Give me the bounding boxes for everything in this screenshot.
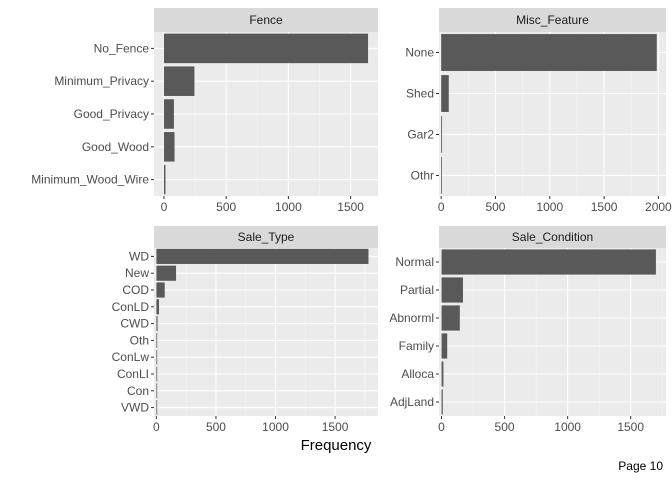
y-tick-label: New [125, 266, 149, 280]
bar-WD [156, 248, 369, 264]
panel-strip [154, 226, 378, 248]
panel-title: Sale_Type [238, 230, 295, 244]
bar-Minimum_Privacy [163, 66, 195, 96]
bar-ConLD [156, 299, 160, 315]
panel-1: Misc_Feature None Shed Gar2 Othr 0 500 1000 1500… [405, 8, 672, 214]
y-tick-label: Shed [406, 87, 434, 101]
x-tick-label: 1500 [617, 420, 644, 434]
x-tick-label: 500 [206, 420, 226, 434]
bar-Good_Privacy [163, 99, 174, 129]
y-tick-label: COD [122, 283, 149, 297]
y-tick-label: Good_Privacy [74, 107, 149, 121]
x-tick-label: 1500 [337, 200, 364, 214]
y-tick-label: Gar2 [407, 128, 434, 142]
bar-Alloca [441, 361, 444, 387]
panel-2: Sale_Type WD New COD ConLD CWD Oth ConLw ConLI Co… [112, 226, 378, 434]
panel-strip [439, 226, 666, 248]
panel-strip [439, 8, 666, 32]
x-tick-label: 0 [153, 420, 160, 434]
x-axis-title: Frequency [300, 437, 372, 454]
panel-title: Misc_Feature [516, 13, 589, 27]
bar-ConLI [156, 366, 158, 382]
y-tick-label: ConLI [117, 367, 149, 381]
y-tick-label: No_Fence [94, 41, 150, 55]
y-tick-label: Alloca [401, 367, 434, 381]
bar-No_Fence [163, 33, 369, 64]
bar-Good_Wood [163, 132, 175, 162]
x-tick-label: 0 [438, 420, 445, 434]
x-tick-label: 500 [216, 200, 236, 214]
bar-COD [156, 282, 165, 298]
page-number: Page 10 [618, 459, 663, 473]
bar-New [156, 265, 177, 281]
y-tick-label: ConLD [112, 300, 150, 314]
y-tick-label: CWD [120, 317, 149, 331]
y-tick-label: Good_Wood [82, 140, 149, 154]
bar-None [441, 34, 657, 71]
bar-Abnorml [441, 305, 460, 331]
panel-0: Fence No_Fence Minimum_Privacy Good_Privacy… [31, 8, 378, 214]
y-tick-label: Normal [395, 255, 434, 269]
y-tick-label: Con [127, 384, 149, 398]
panel-title: Fence [249, 13, 283, 27]
bar-AdjLand [441, 389, 443, 415]
y-tick-label: Partial [400, 283, 434, 297]
y-tick-label: Abnorml [389, 311, 434, 325]
x-tick-label: 2000 [645, 200, 672, 214]
y-tick-label: Minimum_Privacy [54, 74, 149, 88]
y-tick-label: AdjLand [390, 395, 434, 409]
panel-strip [154, 8, 378, 32]
y-tick-label: Othr [411, 169, 434, 183]
bar-Gar2 [441, 116, 443, 153]
bar-Oth [156, 332, 158, 348]
y-tick-label: VWD [121, 401, 149, 415]
x-tick-label: 1000 [554, 420, 581, 434]
y-tick-label: Family [399, 339, 434, 353]
panel-background [154, 248, 378, 416]
x-tick-label: 1500 [322, 420, 349, 434]
x-tick-label: 1000 [275, 200, 302, 214]
y-tick-label: ConLw [112, 350, 150, 364]
bar-VWD [156, 400, 158, 416]
bar-CWD [156, 316, 158, 332]
x-tick-label: 500 [495, 420, 515, 434]
bar-Minimum_Wood_Wire [163, 164, 166, 195]
x-tick-label: 0 [438, 200, 445, 214]
y-tick-label: Minimum_Wood_Wire [31, 173, 149, 187]
y-tick-label: Oth [130, 333, 149, 347]
x-tick-label: 500 [485, 200, 505, 214]
panel-background [439, 248, 666, 416]
bar-ConLw [156, 349, 158, 365]
y-tick-label: None [405, 46, 434, 60]
x-tick-label: 0 [161, 200, 168, 214]
x-tick-label: 1000 [262, 420, 289, 434]
bar-Othr [441, 157, 442, 194]
bar-Con [156, 383, 158, 399]
bar-Shed [441, 75, 449, 112]
panel-3: Sale_Condition Normal Partial Abnorml Family… [389, 226, 666, 434]
panel-title: Sale_Condition [512, 230, 593, 244]
bar-Family [441, 333, 448, 359]
bar-Normal [441, 249, 656, 275]
x-tick-label: 1000 [536, 200, 563, 214]
x-tick-label: 1500 [591, 200, 618, 214]
bar-Partial [441, 277, 463, 303]
y-tick-label: WD [129, 249, 149, 263]
